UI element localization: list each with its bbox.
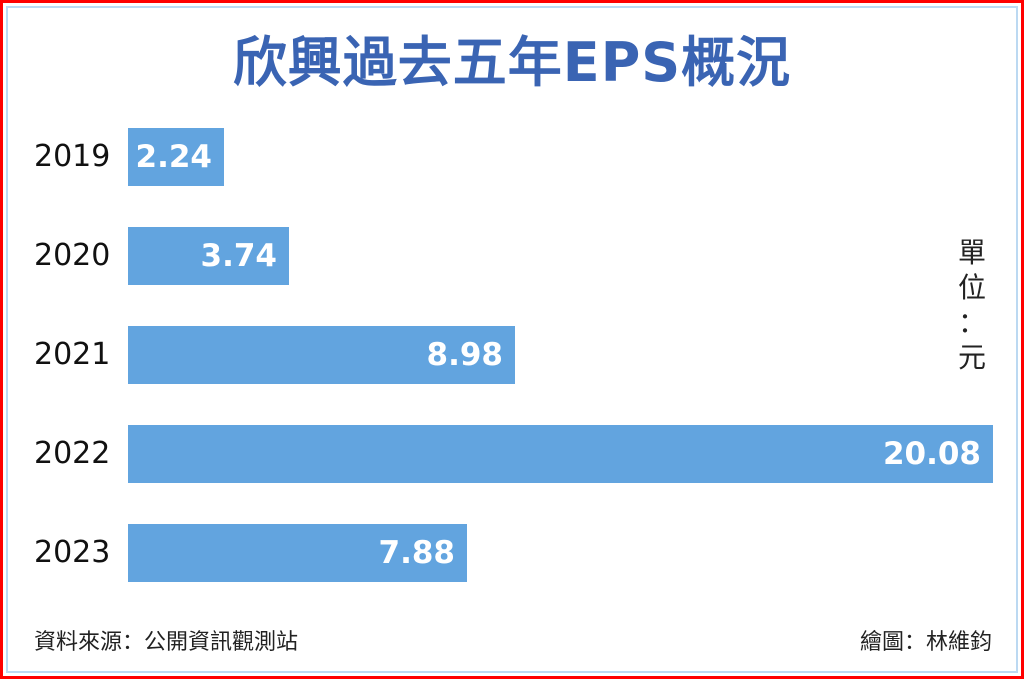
- value-label: 3.74: [200, 238, 278, 274]
- year-label: 2023: [34, 535, 111, 570]
- value-label: 2.24: [135, 139, 213, 175]
- year-label: 2022: [34, 436, 111, 471]
- inner-border: [6, 6, 1018, 673]
- year-label: 2019: [34, 139, 111, 174]
- bar: 2.24: [128, 128, 224, 186]
- bar: 7.88: [128, 524, 467, 582]
- year-label: 2020: [34, 238, 111, 273]
- credit-note: 繪圖：林維鈞: [859, 630, 992, 655]
- unit-char: 單: [957, 236, 986, 269]
- bar: 3.74: [128, 227, 289, 285]
- bar: 8.98: [128, 326, 515, 384]
- year-label: 2021: [34, 337, 111, 372]
- unit-char: 位: [957, 271, 986, 304]
- unit-char: 元: [957, 341, 986, 374]
- value-label: 7.88: [378, 535, 456, 571]
- value-label: 20.08: [882, 436, 981, 472]
- unit-char: ：: [957, 306, 986, 339]
- unit-label: 單 位 ： 元: [952, 235, 992, 375]
- bar: 20.08: [128, 425, 993, 483]
- value-label: 8.98: [426, 337, 504, 373]
- source-note: 資料來源：公開資訊觀測站: [34, 630, 299, 655]
- chart-title: 欣興過去五年EPS概況: [232, 31, 792, 94]
